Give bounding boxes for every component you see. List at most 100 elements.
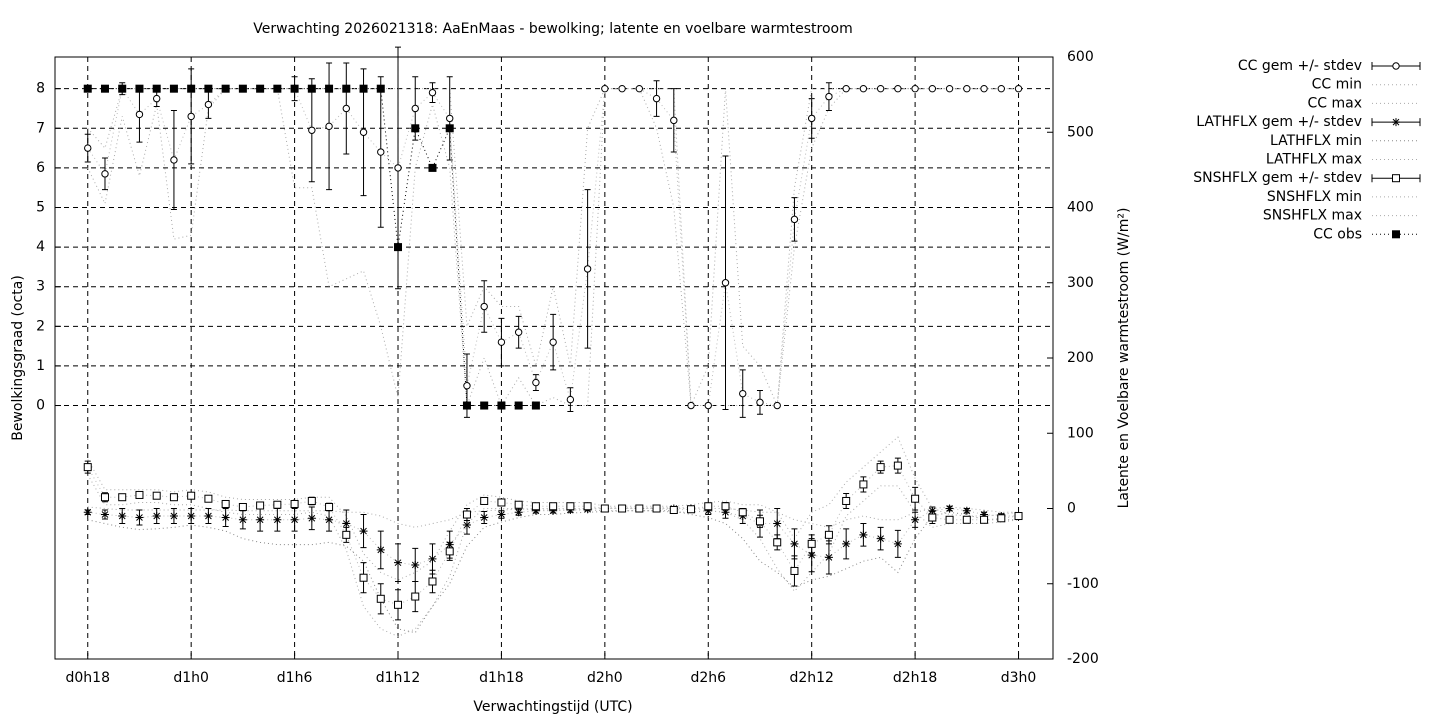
marker — [221, 513, 230, 522]
marker — [480, 302, 488, 311]
marker — [514, 328, 523, 336]
marker — [187, 491, 196, 500]
x-tick-label: d1h0 — [173, 670, 209, 686]
marker — [480, 513, 489, 522]
marker — [687, 505, 696, 514]
x-tick-label: d0h18 — [66, 670, 110, 686]
marker — [325, 502, 334, 511]
y2-tick-label: -100 — [1067, 576, 1099, 592]
marker — [480, 496, 489, 505]
y2-tick-label: 100 — [1067, 425, 1094, 441]
marker — [773, 519, 782, 528]
x-tick-label: d1h12 — [376, 670, 420, 686]
marker — [256, 501, 265, 510]
y2-tick-label: 300 — [1067, 275, 1094, 291]
marker — [945, 84, 954, 93]
marker — [118, 84, 127, 93]
marker — [446, 114, 454, 123]
marker — [704, 401, 712, 410]
marker — [273, 500, 282, 509]
marker — [739, 389, 747, 398]
marker — [135, 84, 144, 93]
chart-title: Verwachting 2026021318: AaEnMaas - bewol… — [253, 21, 853, 37]
marker — [359, 128, 368, 136]
marker — [83, 84, 92, 93]
marker — [394, 243, 403, 252]
marker — [652, 504, 661, 513]
marker — [187, 84, 196, 93]
legend-label: LATHFLX min — [1270, 133, 1362, 149]
x-tick-label: d1h6 — [277, 670, 313, 686]
marker — [359, 527, 368, 536]
marker — [807, 114, 816, 123]
y2-axis-label: Latente en Voelbare warmtestroom (W/m²) — [1116, 208, 1132, 509]
y-axis-label: Bewolkingsgraad (octa) — [10, 275, 26, 441]
marker — [1014, 84, 1023, 93]
marker — [928, 84, 937, 93]
marker — [531, 506, 540, 515]
marker — [290, 515, 299, 524]
legend-label: LATHFLX gem +/- stdev — [1196, 114, 1362, 130]
marker — [549, 338, 557, 346]
y2-tick-label: -200 — [1067, 651, 1099, 667]
legend-label: SNSHFLX max — [1263, 208, 1362, 224]
marker — [135, 110, 144, 119]
marker — [204, 512, 213, 521]
marker — [445, 547, 454, 556]
marker — [359, 573, 368, 582]
marker — [1014, 512, 1023, 521]
marker — [169, 84, 178, 93]
marker — [118, 493, 127, 502]
marker — [807, 539, 816, 548]
marker — [962, 515, 971, 524]
marker — [721, 508, 730, 517]
plot-frame — [54, 56, 1054, 660]
marker — [376, 594, 385, 603]
marker — [825, 92, 833, 101]
marker — [652, 94, 661, 103]
marker — [342, 519, 351, 528]
marker — [531, 502, 540, 511]
marker — [428, 88, 437, 97]
series-line — [87, 465, 1019, 606]
marker — [394, 600, 403, 609]
marker — [963, 84, 971, 93]
marker — [221, 499, 230, 508]
marker — [514, 508, 523, 517]
marker — [824, 530, 833, 539]
marker — [980, 510, 989, 519]
y-tick-label: 6 — [36, 160, 45, 176]
marker — [842, 84, 850, 93]
x-tick-label: d2h0 — [587, 670, 623, 686]
x-tick-label: d3h0 — [1001, 670, 1037, 686]
marker — [669, 506, 678, 515]
marker — [101, 170, 109, 178]
marker — [135, 513, 144, 522]
marker — [859, 480, 868, 489]
marker — [377, 148, 385, 156]
marker — [566, 502, 575, 511]
marker — [342, 84, 351, 93]
y-tick-label: 4 — [36, 239, 45, 255]
marker — [204, 84, 213, 93]
marker — [497, 401, 506, 410]
marker — [100, 493, 109, 502]
marker — [462, 521, 471, 530]
marker — [273, 84, 282, 93]
series-line — [87, 510, 1019, 634]
marker — [342, 530, 351, 539]
marker — [445, 124, 454, 133]
marker — [238, 502, 247, 511]
marker — [325, 122, 333, 131]
marker — [532, 378, 540, 387]
marker — [876, 534, 885, 543]
x-axis-label: Verwachtingstijd (UTC) — [473, 699, 632, 715]
marker — [756, 398, 764, 407]
marker — [894, 84, 902, 93]
marker — [411, 124, 420, 133]
marker — [462, 401, 471, 410]
marker — [876, 84, 885, 93]
marker — [497, 498, 506, 507]
y2-tick-label: 0 — [1067, 501, 1076, 517]
marker — [100, 84, 109, 93]
